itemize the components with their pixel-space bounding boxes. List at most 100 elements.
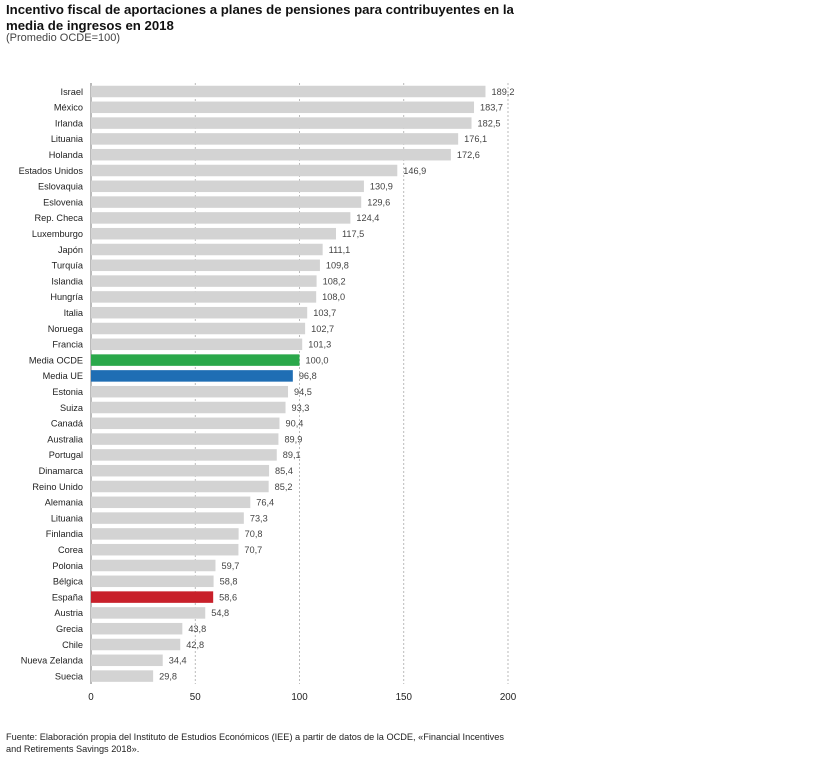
category-label: Suecia — [55, 671, 84, 681]
bar — [91, 512, 244, 524]
category-label: Suiza — [60, 403, 84, 413]
value-labels: 189,2 183,7 182,5 176,1 172,6 146,9 130,9 129,6… — [159, 87, 514, 682]
bar — [91, 133, 459, 145]
bar — [91, 638, 181, 651]
bar — [91, 607, 206, 619]
bar — [91, 417, 280, 430]
category-label: Austria — [54, 608, 83, 618]
value-label: 29,8 — [159, 671, 177, 681]
value-label: 58,8 — [220, 577, 238, 587]
value-label: 172,6 — [457, 150, 480, 160]
value-label: 85,4 — [275, 466, 293, 476]
bar — [91, 449, 277, 461]
bar — [91, 212, 351, 224]
bar — [91, 291, 317, 303]
value-label: 117,5 — [342, 229, 364, 239]
category-label: Italia — [64, 308, 84, 318]
category-label: Francia — [52, 340, 84, 350]
category-label: Estonia — [52, 387, 84, 397]
category-label: Noruega — [48, 324, 84, 334]
category-label: Eslovenia — [43, 197, 84, 207]
bar — [91, 591, 214, 603]
x-tick-label: 100 — [291, 692, 308, 703]
value-label: 108,0 — [322, 292, 345, 302]
category-label: Grecia — [56, 624, 84, 634]
value-label: 89,9 — [284, 434, 302, 444]
category-label: Islandia — [51, 276, 84, 286]
value-label: 182,5 — [478, 118, 501, 128]
bar — [91, 622, 183, 635]
bar — [91, 401, 286, 414]
category-label: Canadá — [51, 419, 84, 429]
bar — [91, 559, 216, 572]
value-label: 96,8 — [299, 371, 317, 381]
bar — [91, 148, 451, 161]
bar — [91, 670, 154, 682]
value-label: 108,2 — [323, 276, 346, 286]
bar — [91, 370, 293, 382]
bar — [91, 164, 398, 177]
category-label: Dinamarca — [39, 466, 84, 476]
bar — [91, 464, 270, 477]
category-label: Nueva Zelanda — [21, 656, 84, 666]
value-label: 176,1 — [464, 134, 487, 144]
bar — [91, 227, 336, 240]
value-label: 85,2 — [275, 482, 293, 492]
bar — [91, 180, 364, 193]
bars — [91, 85, 486, 682]
category-labels: Israel México Irlanda Lituania Holanda Estado… — [19, 87, 84, 682]
category-label: Japón — [58, 245, 83, 255]
category-label: Turquía — [52, 261, 84, 271]
bar — [91, 275, 317, 287]
value-label: 130,9 — [370, 182, 393, 192]
x-tick-label: 50 — [190, 692, 201, 703]
value-label: 103,7 — [313, 308, 336, 318]
value-label: 58,6 — [219, 592, 237, 602]
category-label: España — [52, 592, 84, 602]
value-label: 89,1 — [283, 450, 301, 460]
value-label: 100,0 — [306, 355, 329, 365]
category-label: Estados Unidos — [19, 166, 84, 176]
category-label: Chile — [62, 640, 83, 650]
bar — [91, 575, 214, 588]
chart-subtitle: (Promedio OCDE=100) — [6, 32, 121, 44]
category-label: Media UE — [43, 371, 83, 381]
value-label: 59,7 — [221, 561, 239, 571]
bar — [91, 528, 239, 540]
category-label: Luxemburgo — [32, 229, 83, 239]
value-label: 101,3 — [308, 340, 331, 350]
category-label: Holanda — [49, 150, 84, 160]
bar — [91, 385, 289, 398]
value-label: 93,3 — [292, 403, 310, 413]
category-label: Lituania — [51, 513, 84, 523]
value-label: 70,7 — [244, 545, 262, 555]
category-label: Israel — [61, 87, 83, 97]
bar — [91, 306, 308, 319]
bar — [91, 354, 300, 366]
x-tick-label: 150 — [396, 692, 413, 703]
chart-title: Incentivo fiscal de aportaciones a plane… — [6, 2, 514, 33]
category-label: Eslovaquia — [38, 182, 84, 192]
value-label: 189,2 — [491, 87, 514, 97]
bar — [91, 338, 303, 351]
category-label: Portugal — [49, 450, 83, 460]
value-label: 42,8 — [186, 640, 204, 650]
bar — [91, 196, 362, 208]
category-label: Irlanda — [55, 118, 84, 128]
bar — [91, 543, 239, 556]
bar — [91, 433, 279, 445]
category-label: Australia — [47, 434, 84, 444]
category-label: Lituania — [51, 134, 84, 144]
category-label: Bélgica — [53, 577, 84, 587]
category-label: Finlandia — [46, 529, 84, 539]
category-label: Polonia — [52, 561, 84, 571]
category-label: Rep. Checa — [34, 213, 83, 223]
bar — [91, 496, 251, 509]
category-label: Media OCDE — [29, 355, 83, 365]
bar — [91, 259, 320, 272]
value-label: 146,9 — [403, 166, 426, 176]
category-label: Hungría — [50, 292, 84, 302]
value-label: 102,7 — [311, 324, 334, 334]
category-label: Corea — [58, 545, 84, 555]
